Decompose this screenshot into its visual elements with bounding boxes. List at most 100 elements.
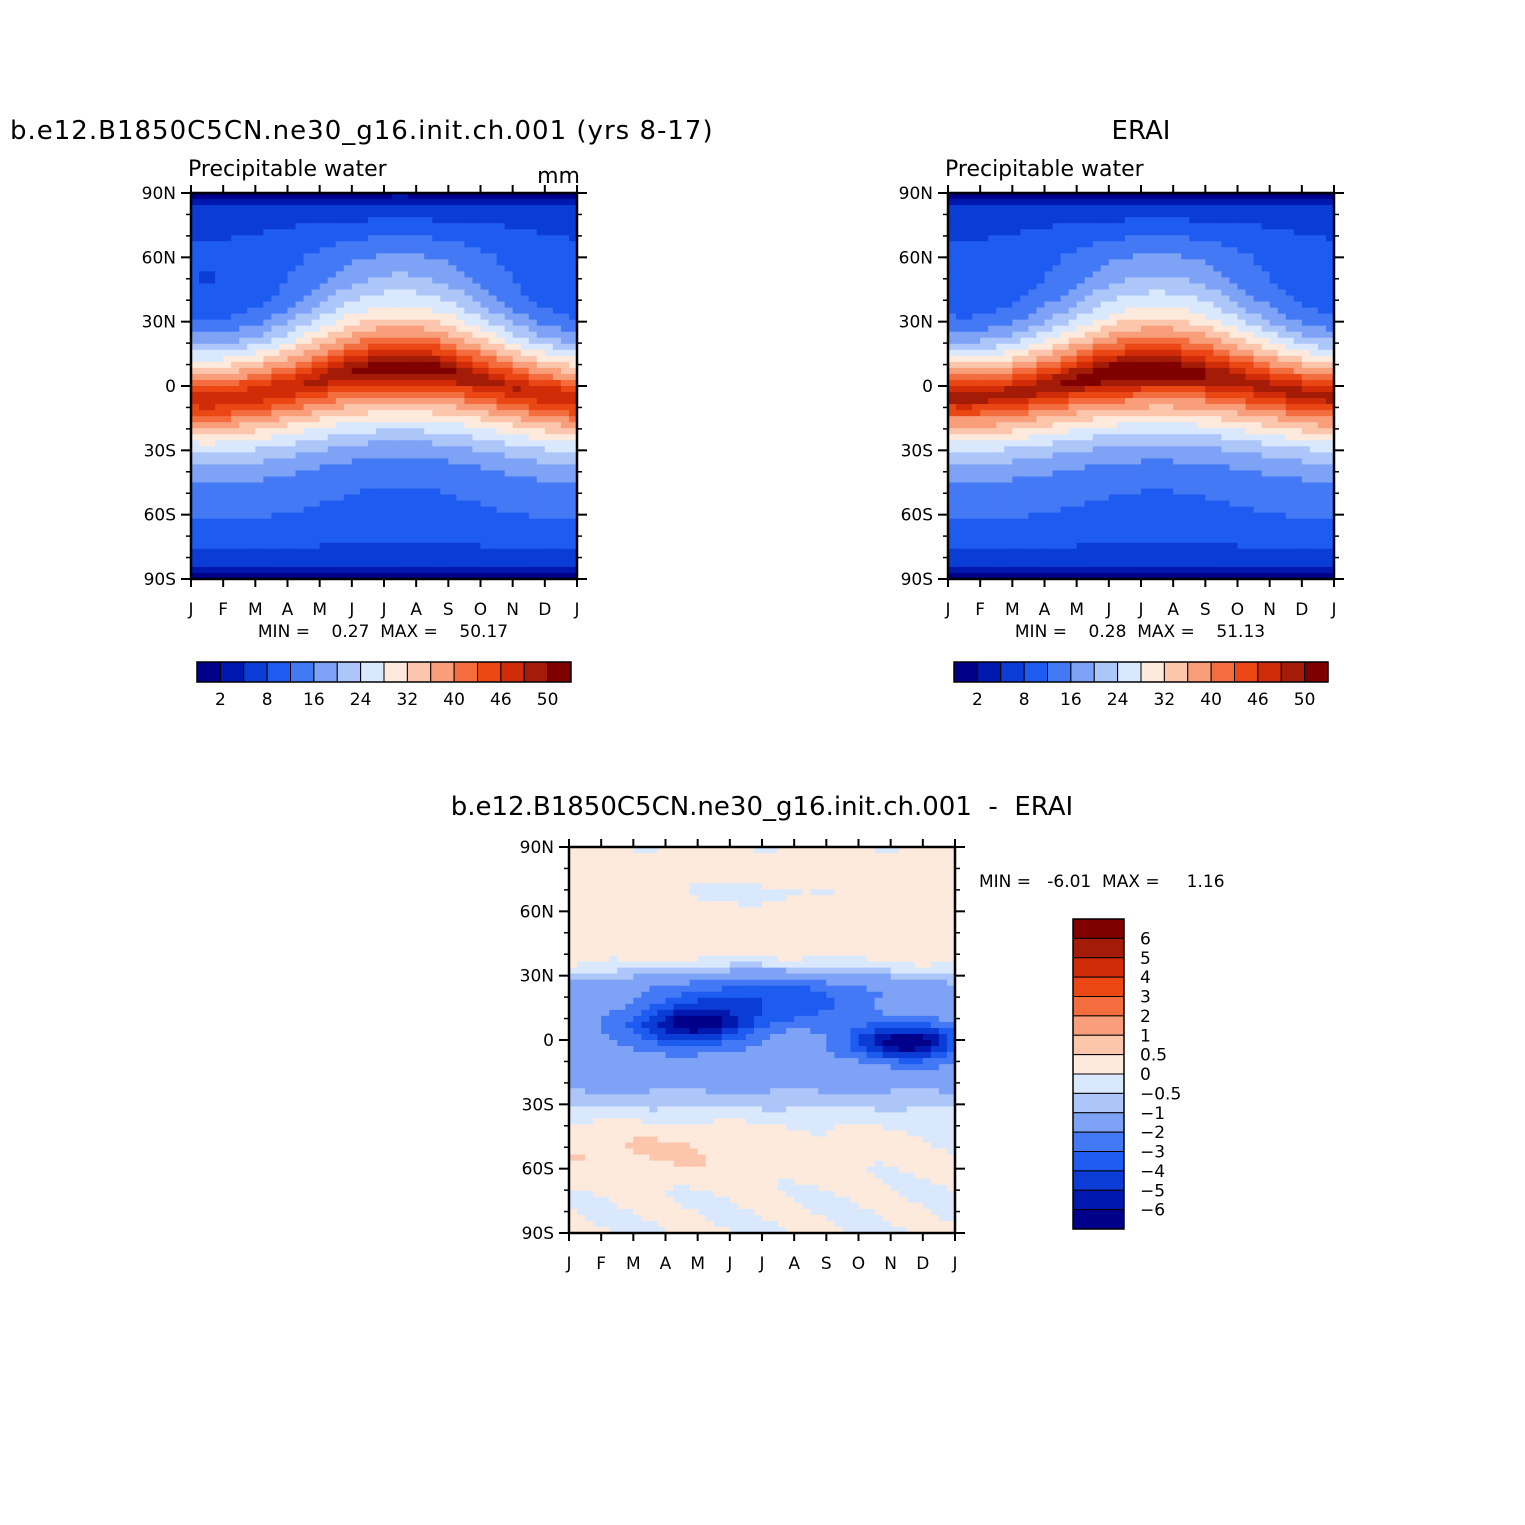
field-cell [568, 337, 578, 345]
field-cell [1044, 253, 1054, 260]
field-cell [1028, 361, 1038, 369]
field-cell [1285, 205, 1295, 212]
field-cell [1004, 410, 1013, 417]
field-cell [988, 307, 997, 315]
field-cell [488, 524, 498, 532]
field-cell [231, 440, 240, 447]
field-cell [1044, 205, 1054, 212]
field-cell [319, 373, 329, 381]
field-cell [1245, 217, 1255, 224]
field-cell [1325, 367, 1335, 375]
field-cell [1060, 392, 1070, 399]
field-cell [223, 253, 232, 260]
field-cell [1141, 404, 1150, 411]
field-cell [1165, 325, 1174, 333]
field-cell [384, 241, 393, 248]
field-cell [279, 560, 289, 568]
field-cell [311, 247, 321, 254]
field-cell [263, 337, 273, 345]
field-cell [456, 259, 466, 266]
field-cell [279, 530, 289, 538]
field-cell [279, 386, 289, 393]
field-cell [1132, 199, 1142, 206]
field-cell [199, 398, 208, 405]
field-cell [512, 289, 522, 297]
field-cell [536, 361, 546, 369]
field-cell [1108, 289, 1118, 297]
field-cell [263, 566, 273, 574]
field-cell [472, 410, 482, 417]
field-cell [327, 482, 337, 490]
field-cell [1301, 301, 1311, 309]
field-cell [255, 199, 264, 206]
field-cell [560, 355, 570, 363]
field-cell [552, 349, 562, 357]
field-cell [327, 349, 337, 357]
field-cell [520, 554, 530, 562]
field-cell [1301, 205, 1311, 212]
field-cell [1044, 241, 1054, 248]
field-cell [448, 373, 457, 381]
field-cell [1229, 361, 1239, 369]
field-cell [247, 476, 256, 484]
field-cell [287, 518, 297, 526]
field-cell [1060, 289, 1070, 297]
field-cell [528, 482, 538, 490]
field-cell [279, 440, 289, 447]
field-cell [512, 307, 522, 315]
field-cell [424, 464, 433, 472]
field-cell [496, 241, 506, 248]
field-cell [375, 494, 385, 502]
field-cell [1293, 271, 1303, 279]
field-cell [1221, 223, 1231, 230]
field-cell [199, 349, 208, 357]
field-cell [512, 349, 522, 357]
field-cell [1181, 343, 1190, 351]
field-cell [1020, 283, 1030, 291]
field-cell [1052, 386, 1062, 393]
field-cell [384, 398, 393, 405]
field-cell [536, 349, 546, 357]
field-cell [1309, 223, 1319, 230]
field-cell [1020, 247, 1030, 254]
field-cell [263, 404, 273, 411]
field-cell [1301, 223, 1311, 230]
field-cell [1068, 223, 1078, 230]
field-cell [1165, 277, 1174, 285]
field-cell [1245, 199, 1255, 206]
field-cell [1157, 392, 1166, 399]
field-cell [464, 307, 474, 315]
field-cell [1253, 253, 1263, 260]
field-cell [1020, 373, 1030, 381]
field-cell [191, 301, 200, 309]
field-cell [472, 428, 482, 435]
field-cell [359, 211, 369, 218]
field-cell [448, 277, 457, 285]
field-cell [255, 355, 264, 363]
field-cell [552, 428, 562, 435]
field-cell [1084, 373, 1094, 381]
field-cell [1124, 265, 1134, 273]
field-cell [528, 560, 538, 568]
field-cell [560, 229, 570, 236]
field-cell [375, 524, 385, 532]
field-cell [1197, 410, 1206, 417]
field-cell [311, 554, 321, 562]
field-cell [1237, 307, 1247, 315]
field-cell [375, 488, 385, 496]
field-cell [279, 277, 289, 285]
field-cell [231, 295, 240, 303]
field-cell [1044, 229, 1054, 236]
field-cell [287, 367, 297, 375]
field-cell [1132, 205, 1142, 212]
field-cell [512, 518, 522, 526]
field-cell [351, 325, 361, 333]
field-cell [1149, 379, 1158, 387]
field-cell [496, 398, 506, 405]
field-cell [319, 199, 329, 206]
field-cell [279, 506, 289, 514]
field-cell [287, 295, 297, 303]
field-cell [199, 259, 208, 266]
field-cell [408, 199, 417, 206]
field-cell [1116, 337, 1126, 345]
